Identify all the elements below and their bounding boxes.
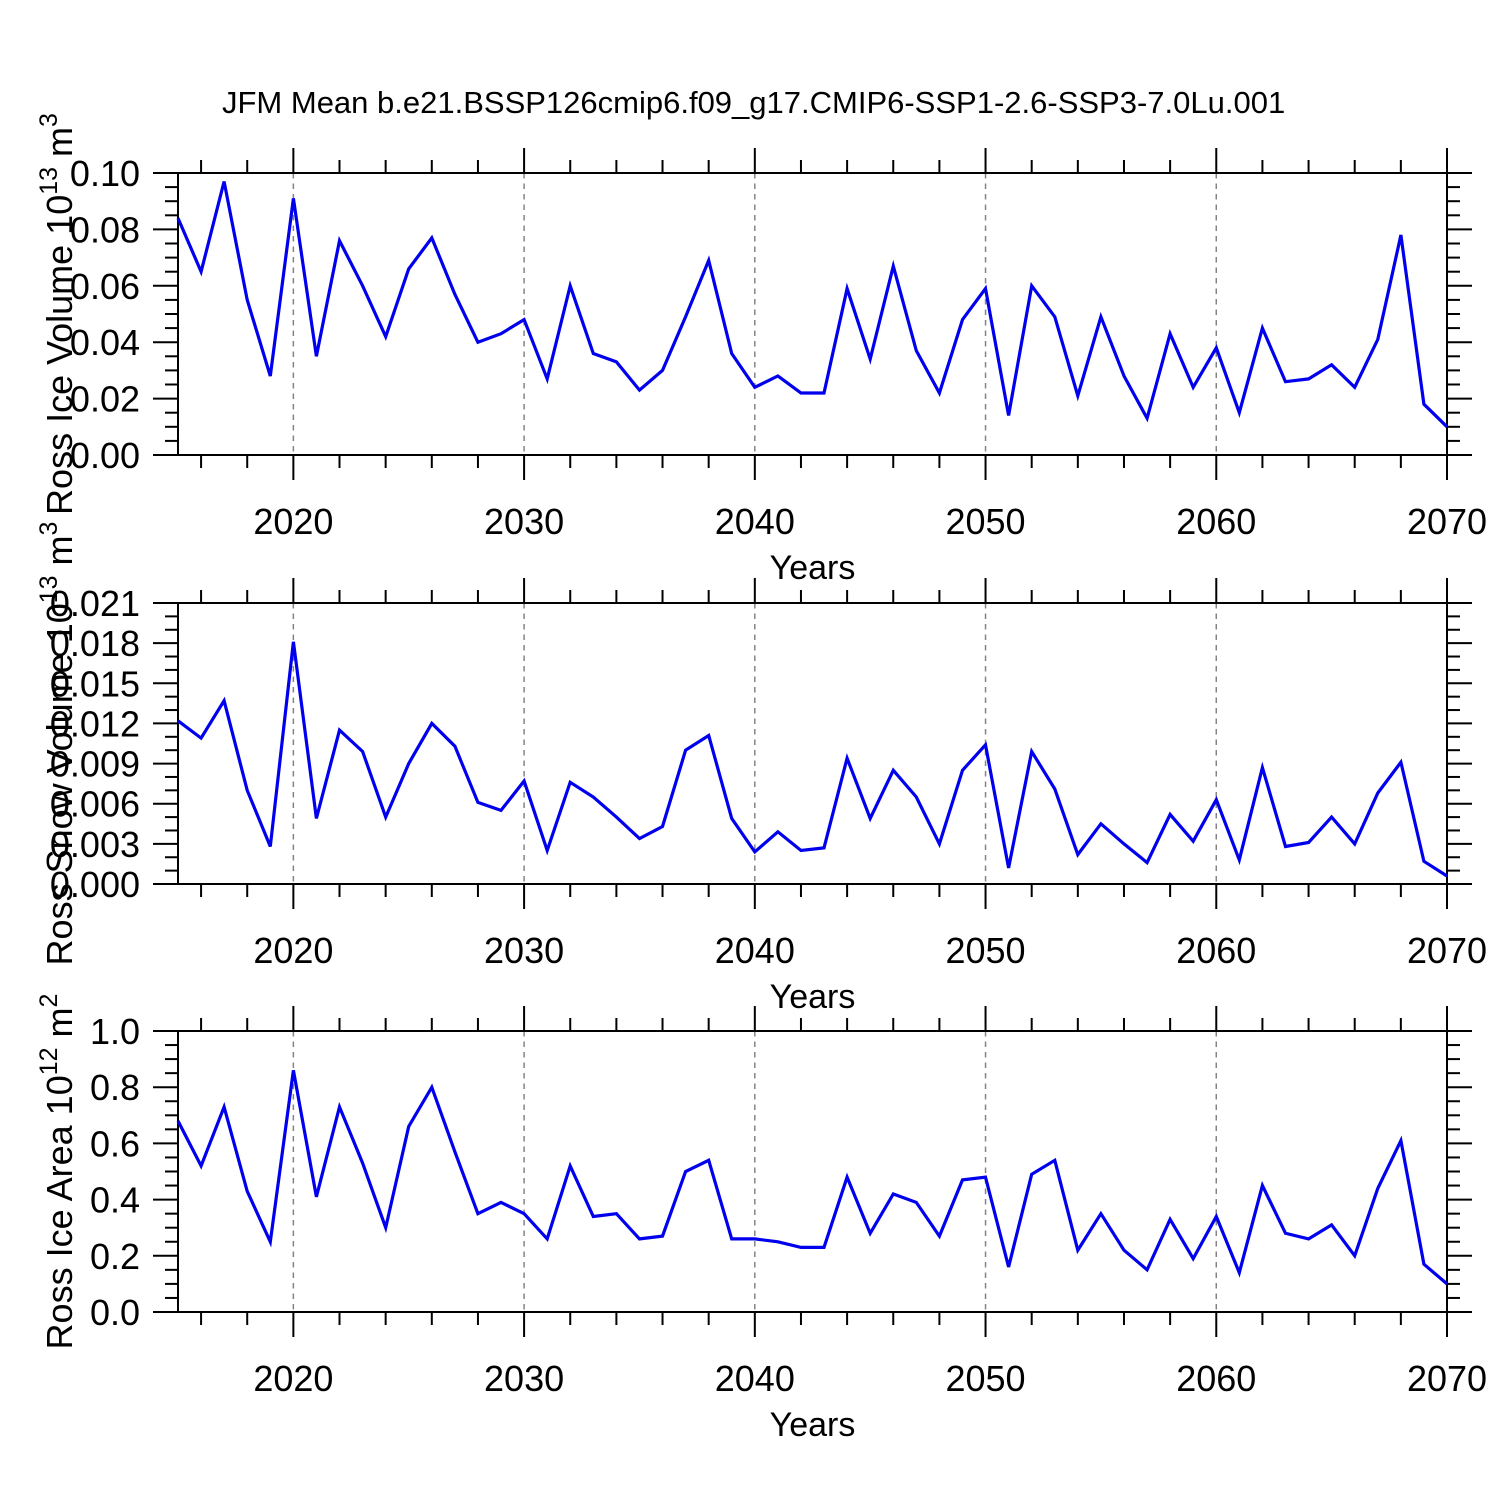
y-axis-title-sup: 12 <box>35 1047 63 1075</box>
ross-ice-volume-chart: 0.00 0.02 0.04 0.06 0.08 0.10 2020 2030 2040 2050… <box>35 113 1487 587</box>
y-tick-label: 0.0 <box>90 1292 140 1333</box>
x-tick-label: 2040 <box>715 1358 795 1399</box>
ross-ice-area-chart: 0.0 0.2 0.4 0.6 0.8 1.0 2020 2030 2040 2050 2060 20… <box>35 994 1487 1444</box>
y-tick-label: 0.000 <box>50 864 140 905</box>
y-axis-title-text: Ross Snow Volume 10 <box>39 603 80 965</box>
x-tick-label: 2040 <box>715 501 795 542</box>
y-tick-label: 0.4 <box>90 1180 140 1221</box>
plot-frame <box>177 602 1448 885</box>
y-tick-label: 0.08 <box>70 209 140 250</box>
y-axis-title-sup: 2 <box>35 994 63 1008</box>
y-axis-title-sup: 3 <box>35 522 63 536</box>
x-tick-label: 2040 <box>715 930 795 971</box>
y-tick-label: 0.009 <box>50 744 140 785</box>
y-tick-label: 0.018 <box>50 623 140 664</box>
y-tick-label: 1.0 <box>90 1011 140 1052</box>
x-tick-label: 2020 <box>253 930 333 971</box>
x-axis-title: Years <box>770 1406 856 1444</box>
y-tick-label: 0.021 <box>50 583 140 624</box>
x-axis-title: Years <box>770 549 856 587</box>
plot-frame <box>177 172 1448 456</box>
figure-title: JFM Mean b.e21.BSSP126cmip6.f09_g17.CMIP… <box>222 85 1286 120</box>
x-axis-title: Years <box>770 978 856 1016</box>
ross-snow-volume-chart: 0.0000.0030.0060.0090.0120.0150.0180.021… <box>35 522 1487 1016</box>
x-tick-label: 2030 <box>484 501 564 542</box>
y-tick-label: 0.6 <box>90 1123 140 1164</box>
ross-snow-volume-line <box>177 641 1448 878</box>
plot-frame <box>177 1030 1448 1313</box>
y-axis-title-text: m <box>39 127 80 167</box>
x-tick-label: 2070 <box>1407 1358 1487 1399</box>
y-tick-label: 0.2 <box>90 1236 140 1277</box>
x-tick-label: 2060 <box>1176 1358 1256 1399</box>
y-axis-title: Ross Ice Volume 1013 m3 <box>35 113 80 515</box>
x-tick-label: 2020 <box>253 501 333 542</box>
y-tick-label: 0.003 <box>50 824 140 865</box>
y-axis-title: Ross Ice Area 1012 m2 <box>35 994 80 1350</box>
y-tick-label: 0.10 <box>70 153 140 194</box>
x-tick-label: 2050 <box>945 930 1025 971</box>
y-axis-title-text: Ross Ice Area 10 <box>39 1075 80 1349</box>
y-axis-title-sup: 3 <box>35 113 63 127</box>
x-tick-label: 2050 <box>945 501 1025 542</box>
ross-ice-area-line <box>176 1070 1449 1286</box>
y-tick-label: 0.015 <box>50 663 140 704</box>
y-tick-label: 0.04 <box>70 322 140 363</box>
y-tick-label: 0.012 <box>50 703 140 744</box>
x-tick-label: 2050 <box>945 1358 1025 1399</box>
x-tick-label: 2060 <box>1176 501 1256 542</box>
y-axis-title-text: Ross Ice Volume 10 <box>39 195 80 515</box>
y-axis-title-text: m <box>39 1007 80 1047</box>
x-tick-label: 2060 <box>1176 930 1256 971</box>
x-tick-label: 2070 <box>1407 930 1487 971</box>
x-tick-label: 2070 <box>1407 501 1487 542</box>
ross-ice-volume-line <box>176 181 1449 428</box>
x-tick-label: 2030 <box>484 1358 564 1399</box>
y-axis-title: Ross Snow Volume 1013 m3 <box>35 522 80 966</box>
x-tick-label: 2020 <box>253 1358 333 1399</box>
y-tick-label: 0.06 <box>70 266 140 307</box>
y-axis-title-sup: 13 <box>35 575 63 603</box>
y-tick-label: 0.006 <box>50 784 140 825</box>
y-axis-title-text: m <box>39 535 80 575</box>
x-tick-label: 2030 <box>484 930 564 971</box>
y-axis-title-sup: 13 <box>35 167 63 195</box>
y-tick-label: 0.8 <box>90 1067 140 1108</box>
y-tick-label: 0.00 <box>70 435 140 476</box>
y-tick-label: 0.02 <box>70 379 140 420</box>
